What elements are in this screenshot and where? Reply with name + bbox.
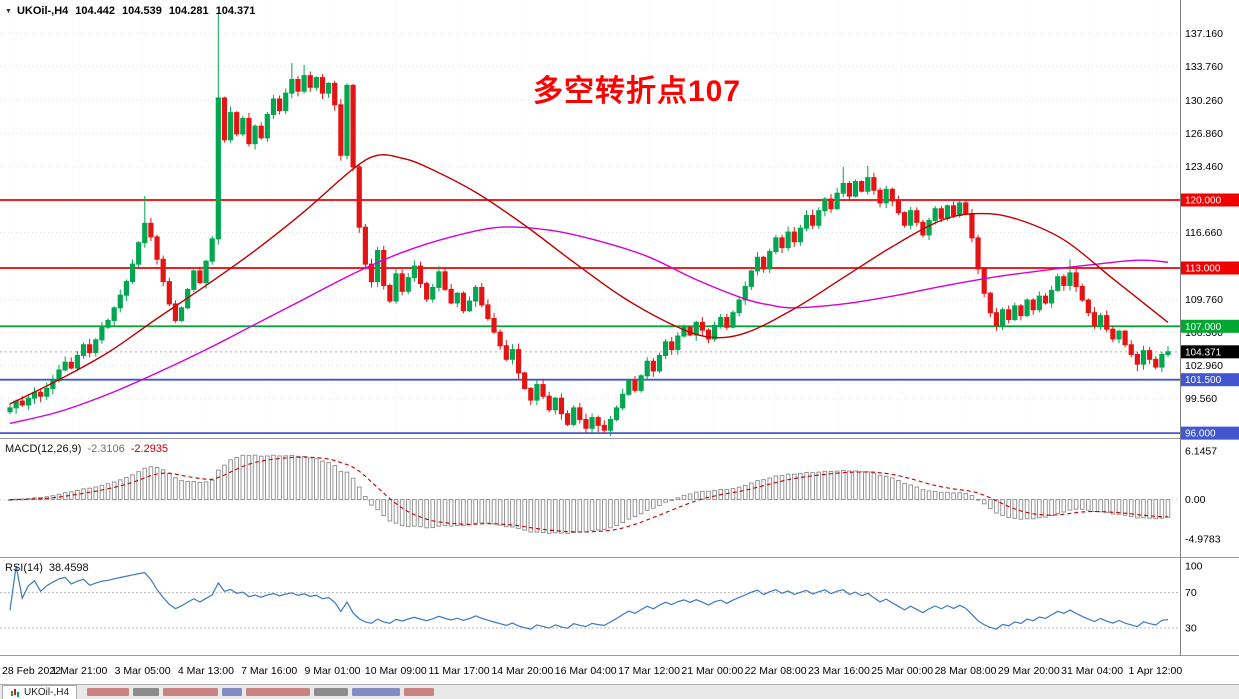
price-level-badge [1181, 373, 1239, 387]
svg-text:130.260: 130.260 [1185, 95, 1223, 107]
svg-text:126.860: 126.860 [1185, 128, 1223, 140]
chart-tab-ukoil[interactable]: UKOil-,H4 [2, 684, 78, 699]
svg-text:21 Mar 00:00: 21 Mar 00:00 [681, 665, 743, 677]
svg-text:28 Feb 2022: 28 Feb 2022 [2, 665, 61, 677]
svg-text:6.1457: 6.1457 [1185, 445, 1217, 457]
svg-text:16 Mar 04:00: 16 Mar 04:00 [555, 665, 617, 677]
svg-text:-4.9783: -4.9783 [1185, 533, 1221, 545]
svg-text:104.371: 104.371 [1185, 347, 1222, 358]
rsi-value: 38.4598 [48, 562, 89, 574]
price-level-badge [1181, 261, 1239, 275]
svg-text:4 Mar 13:00: 4 Mar 13:00 [178, 665, 234, 677]
svg-text:109.760: 109.760 [1185, 294, 1223, 306]
support-resistance-lines[interactable] [0, 199, 1180, 435]
ma-slow-line [9, 226, 1169, 425]
svg-text:99.560: 99.560 [1185, 393, 1217, 405]
svg-text:113.000: 113.000 [1185, 263, 1221, 274]
ohlc-low: 104.281 [168, 5, 209, 17]
svg-text:1 Mar 21:00: 1 Mar 21:00 [51, 665, 107, 677]
svg-text:10 Mar 09:00: 10 Mar 09:00 [365, 665, 427, 677]
svg-text:25 Mar 00:00: 25 Mar 00:00 [871, 665, 933, 677]
svg-text:9 Mar 01:00: 9 Mar 01:00 [304, 665, 360, 677]
svg-text:31 Mar 04:00: 31 Mar 04:00 [1061, 665, 1123, 677]
svg-text:29 Mar 20:00: 29 Mar 20:00 [998, 665, 1060, 677]
svg-text:96.000: 96.000 [1185, 429, 1216, 440]
price-level-badge [1181, 319, 1239, 333]
rsi-line [9, 565, 1169, 630]
svg-text:116.660: 116.660 [1185, 227, 1222, 239]
macd-value-signal: -2.2935 [130, 443, 169, 455]
svg-text:3 Mar 05:00: 3 Mar 05:00 [115, 665, 171, 677]
macd-signal-line [9, 456, 1169, 533]
macd-name: MACD(12,26,9) [5, 443, 82, 455]
chart-tab-bar: UKOil-,H4 [0, 684, 1239, 699]
candlestick-icon [11, 688, 19, 697]
price-level-badge [1181, 193, 1239, 207]
svg-text:14 Mar 20:00: 14 Mar 20:00 [491, 665, 553, 677]
svg-text:7 Mar 16:00: 7 Mar 16:00 [241, 665, 297, 677]
price-axis: 137.160 133.760 130.260 126.860 123.460 116.6… [1181, 28, 1239, 635]
svg-text:102.960: 102.960 [1185, 360, 1223, 372]
svg-text:30: 30 [1185, 623, 1197, 635]
svg-text:11 Mar 17:00: 11 Mar 17:00 [429, 665, 490, 677]
svg-text:123.460: 123.460 [1185, 161, 1223, 173]
svg-text:23 Mar 16:00: 23 Mar 16:00 [808, 665, 870, 677]
illegible-text-run [87, 688, 435, 696]
svg-text:1 Apr 12:00: 1 Apr 12:00 [1129, 665, 1183, 677]
svg-text:22 Mar 08:00: 22 Mar 08:00 [745, 665, 807, 677]
svg-text:137.160: 137.160 [1185, 28, 1223, 40]
annotation-text: 多空转折点107 [533, 75, 742, 108]
chart-tab-label: UKOil-,H4 [24, 687, 70, 698]
ohlc-open: 104.442 [75, 5, 116, 17]
current-price-badge [1181, 345, 1239, 359]
rsi-plot[interactable] [0, 565, 1180, 630]
macd-plot[interactable] [0, 454, 1180, 535]
price-level-badge [1181, 426, 1239, 440]
svg-text:70: 70 [1185, 587, 1197, 599]
svg-text:17 Mar 12:00: 17 Mar 12:00 [618, 665, 680, 677]
ma-fast-line [9, 154, 1169, 405]
rsi-label: RSI(14) 38.4598 [5, 562, 89, 574]
svg-text:101.500: 101.500 [1185, 375, 1222, 386]
ohlc-close: 104.371 [215, 5, 256, 17]
macd-value-main: -2.3106 [87, 443, 125, 455]
svg-text:0.00: 0.00 [1185, 494, 1206, 506]
svg-text:100: 100 [1185, 561, 1203, 573]
ohlc-high: 104.539 [122, 5, 162, 17]
rsi-name: RSI(14) [5, 562, 43, 574]
chart-title-ohlc: ▼ UKOil-,H4 104.442 104.539 104.281 104.… [5, 5, 255, 17]
svg-text:133.760: 133.760 [1185, 61, 1223, 73]
symbol-timeframe: UKOil-,H4 [16, 5, 69, 17]
svg-text:120.000: 120.000 [1185, 195, 1222, 206]
macd-label: MACD(12,26,9) -2.3106 -2.2935 [5, 443, 168, 455]
chart-marker-icon: ▼ [5, 7, 12, 15]
svg-text:28 Mar 08:00: 28 Mar 08:00 [935, 665, 997, 677]
svg-text:107.000: 107.000 [1185, 322, 1222, 333]
